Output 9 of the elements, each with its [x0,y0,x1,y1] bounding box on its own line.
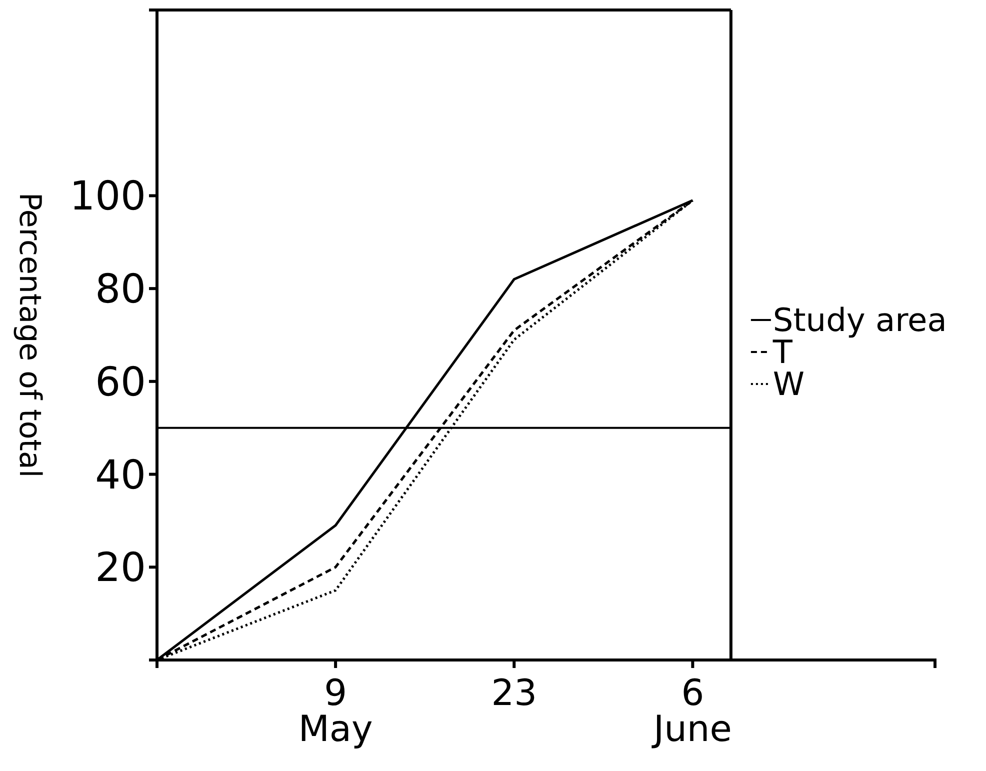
x-tick-label: 9 May [298,673,373,750]
y-tick-label: 40 [95,452,146,498]
y-tick-label: 100 [70,174,146,220]
y-axis-title: Percentage of total [12,192,47,478]
y-tick-label: 60 [95,359,146,406]
x-tick-label: 23 [491,673,538,714]
y-tick-label: 20 [95,545,146,592]
x-tick-label: 6 June [651,673,732,750]
y-tick-label: 80 [95,266,146,313]
